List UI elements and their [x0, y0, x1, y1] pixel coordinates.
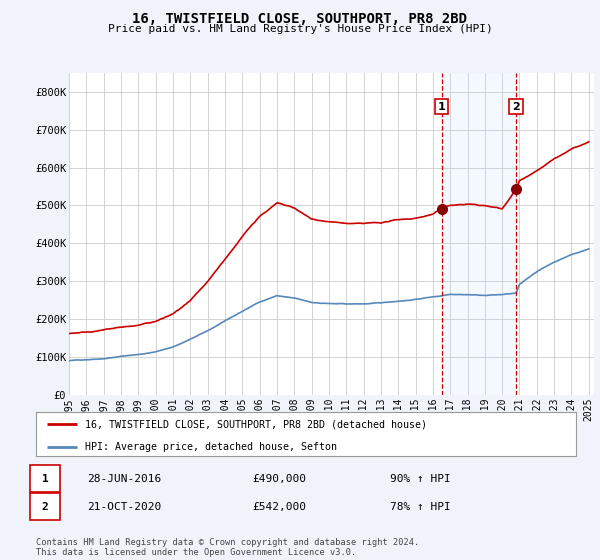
Text: 2: 2 [41, 502, 49, 512]
Text: 16, TWISTFIELD CLOSE, SOUTHPORT, PR8 2BD (detached house): 16, TWISTFIELD CLOSE, SOUTHPORT, PR8 2BD… [85, 419, 427, 429]
Text: £490,000: £490,000 [252, 474, 306, 484]
Text: Price paid vs. HM Land Registry's House Price Index (HPI): Price paid vs. HM Land Registry's House … [107, 24, 493, 34]
Text: 16, TWISTFIELD CLOSE, SOUTHPORT, PR8 2BD: 16, TWISTFIELD CLOSE, SOUTHPORT, PR8 2BD [133, 12, 467, 26]
Text: 90% ↑ HPI: 90% ↑ HPI [390, 474, 451, 484]
Text: HPI: Average price, detached house, Sefton: HPI: Average price, detached house, Seft… [85, 441, 337, 451]
Text: 78% ↑ HPI: 78% ↑ HPI [390, 502, 451, 512]
Text: 2: 2 [512, 101, 520, 111]
Text: Contains HM Land Registry data © Crown copyright and database right 2024.
This d: Contains HM Land Registry data © Crown c… [36, 538, 419, 557]
Text: 1: 1 [437, 101, 445, 111]
Text: £542,000: £542,000 [252, 502, 306, 512]
Text: 28-JUN-2016: 28-JUN-2016 [87, 474, 161, 484]
Text: 1: 1 [41, 474, 49, 484]
Bar [442, 73, 516, 395]
Text: 21-OCT-2020: 21-OCT-2020 [87, 502, 161, 512]
